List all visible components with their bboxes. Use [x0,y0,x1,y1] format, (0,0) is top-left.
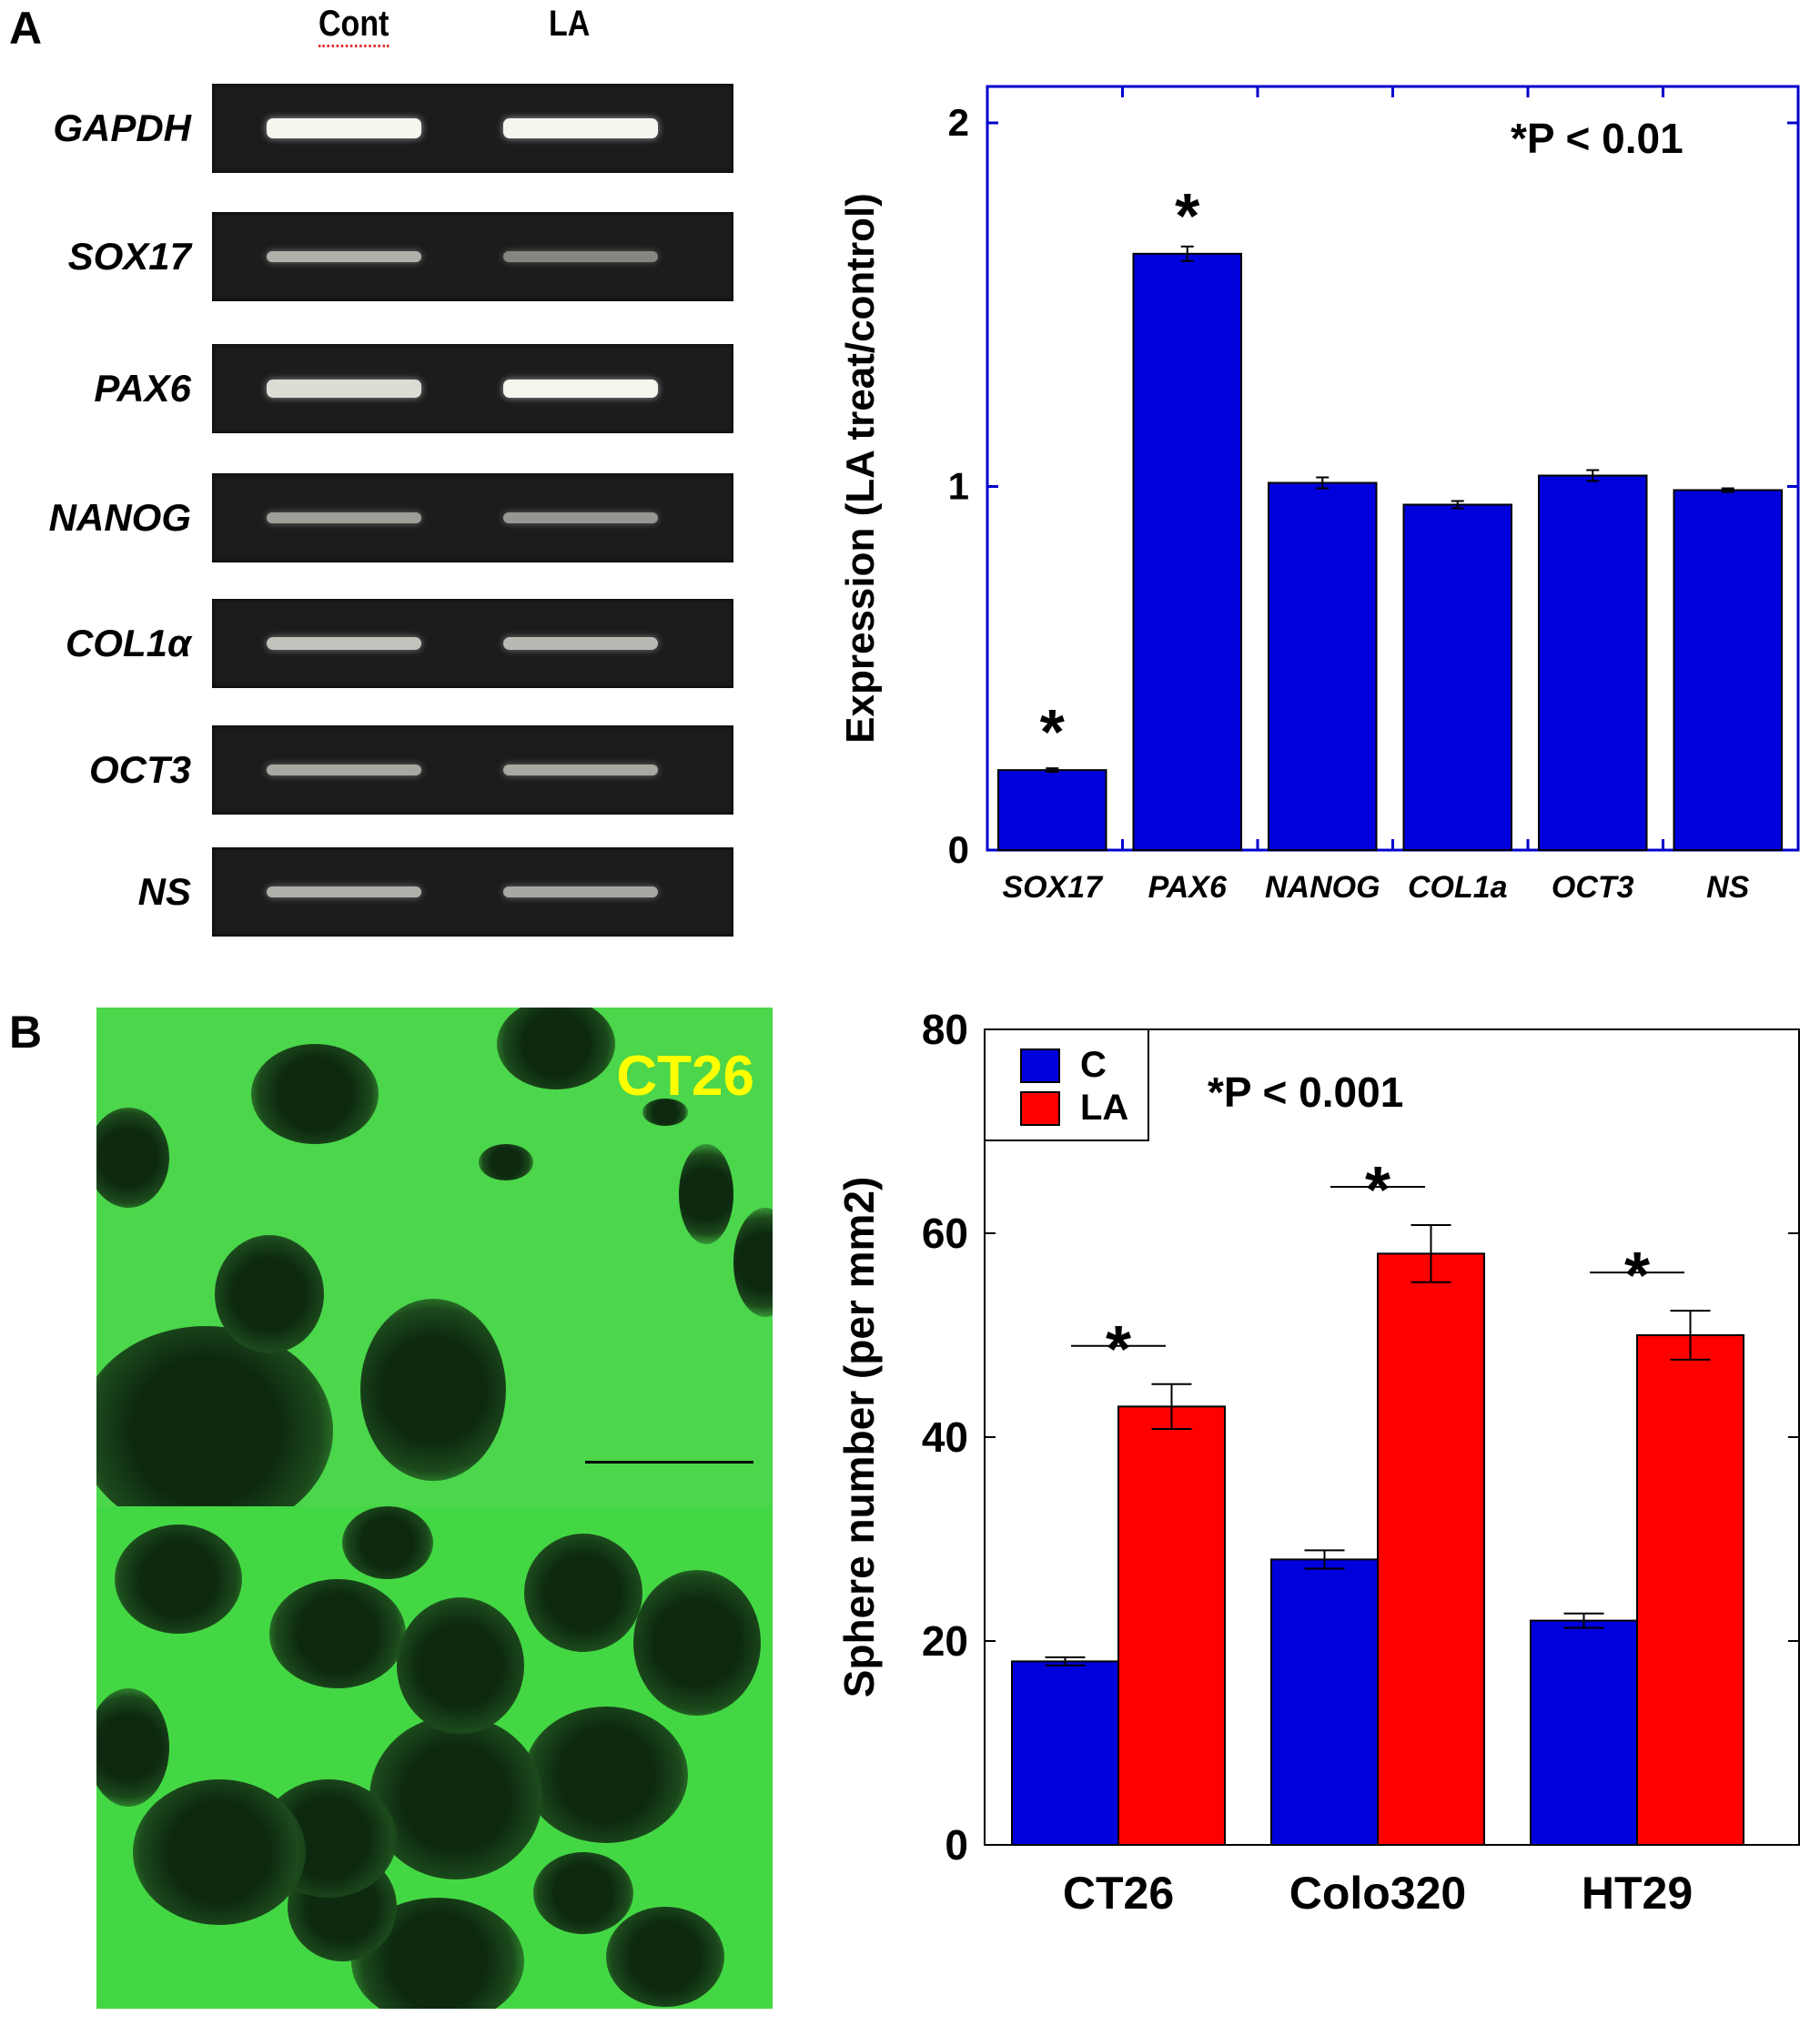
cell-sphere [96,1326,333,1506]
cell-sphere [369,1716,542,1879]
cell-sphere [215,1235,324,1353]
cell-sphere [133,1779,306,1925]
svg-text:C: C [1080,1045,1107,1085]
svg-text:Expression (LA treat/control): Expression (LA treat/control) [838,193,883,744]
svg-text:*: * [1175,180,1200,251]
svg-text:*: * [1040,696,1066,767]
gene-label: SOX17 [67,235,191,278]
svg-text:0: 0 [948,828,969,871]
cell-sphere [642,1099,688,1126]
svg-text:40: 40 [922,1413,968,1461]
panel-a-label: A [9,3,43,54]
gel-band [503,886,658,897]
scale-bar [585,1461,753,1464]
gel-row [212,725,733,815]
svg-text:COL1a: COL1a [1408,870,1508,905]
cell-sphere [360,1299,506,1481]
gel-row [212,344,733,433]
image-label-ct26: CT26 [616,1045,754,1108]
cell-sphere [96,1688,169,1807]
svg-text:*P < 0.001: *P < 0.001 [1208,1069,1403,1116]
cell-sphere [606,1907,724,2007]
gene-label: PAX6 [94,367,191,410]
gene-label: NANOG [48,496,191,539]
svg-text:2: 2 [948,101,969,144]
svg-text:LA: LA [1080,1088,1128,1128]
cell-sphere [497,1008,615,1089]
svg-text:HT29: HT29 [1582,1868,1693,1919]
cell-sphere [342,1506,433,1579]
gel-band [503,637,658,650]
cell-sphere [397,1597,524,1734]
svg-text:NANOG: NANOG [1265,870,1380,905]
svg-text:0: 0 [945,1821,968,1869]
gel-band [503,765,658,775]
gene-label: COL1α [65,622,191,664]
gene-label: NS [137,870,191,913]
gel-band [267,886,421,897]
cell-sphere [524,1707,688,1843]
svg-text:SOX17: SOX17 [1002,870,1104,905]
gel-band [503,118,658,138]
gel-band [267,512,421,523]
cell-sphere [269,1579,406,1688]
gel-row [212,599,733,688]
gel-row [212,84,733,173]
panel-b-label: B [9,1007,43,1058]
cell-sphere [633,1570,761,1716]
gene-label: OCT3 [88,748,191,791]
cell-sphere [733,1208,773,1317]
svg-text:*P < 0.01: *P < 0.01 [1511,115,1684,162]
gene-label: GAPDH [53,106,191,149]
expression-bar-chart: 0 1 2 * SOX17 * PAX6 NANOG COL1a OCT3 NS *P < 0.01 E… [838,85,1800,905]
svg-text:*: * [1106,1313,1131,1386]
svg-text:Sphere number (per mm2): Sphere number (per mm2) [835,1177,883,1698]
cell-sphere [251,1044,379,1144]
lane-label-la: LA [549,4,591,44]
cell-sphere [524,1534,642,1652]
gel-band [267,380,421,398]
microscopy-image-control: CT26 [96,1008,773,1506]
gel-band [267,765,421,775]
gel-band [503,512,658,523]
gel-band [267,118,421,138]
svg-text:60: 60 [922,1210,968,1257]
cell-sphere [533,1852,633,1934]
gel-band [503,251,658,262]
cell-sphere [679,1144,733,1244]
cell-sphere [96,1108,169,1208]
gel-row [212,212,733,301]
gel-band [267,251,421,262]
svg-text:80: 80 [922,1006,968,1053]
cell-sphere [115,1525,242,1634]
svg-text:PAX6: PAX6 [1148,870,1228,905]
gel-row [212,847,733,937]
svg-text:Colo320: Colo320 [1289,1868,1467,1919]
svg-text:CT26: CT26 [1063,1868,1174,1919]
cell-sphere [479,1144,533,1180]
svg-text:OCT3: OCT3 [1552,870,1634,905]
gel-row [212,473,733,562]
gel-band [267,637,421,650]
svg-text:1: 1 [948,465,969,508]
lane-label-cont: Cont [318,4,389,47]
svg-text:*: * [1365,1154,1390,1227]
svg-text:*: * [1624,1240,1650,1312]
svg-text:20: 20 [922,1617,968,1665]
svg-text:NS: NS [1706,870,1750,905]
gel-band [503,380,658,398]
sphere-number-bar-chart: 0 20 40 60 80 * CT26 * Colo320 * HT29 CLA *P < 0.001… [835,1006,1800,1919]
microscopy-image-la [96,1506,773,2009]
